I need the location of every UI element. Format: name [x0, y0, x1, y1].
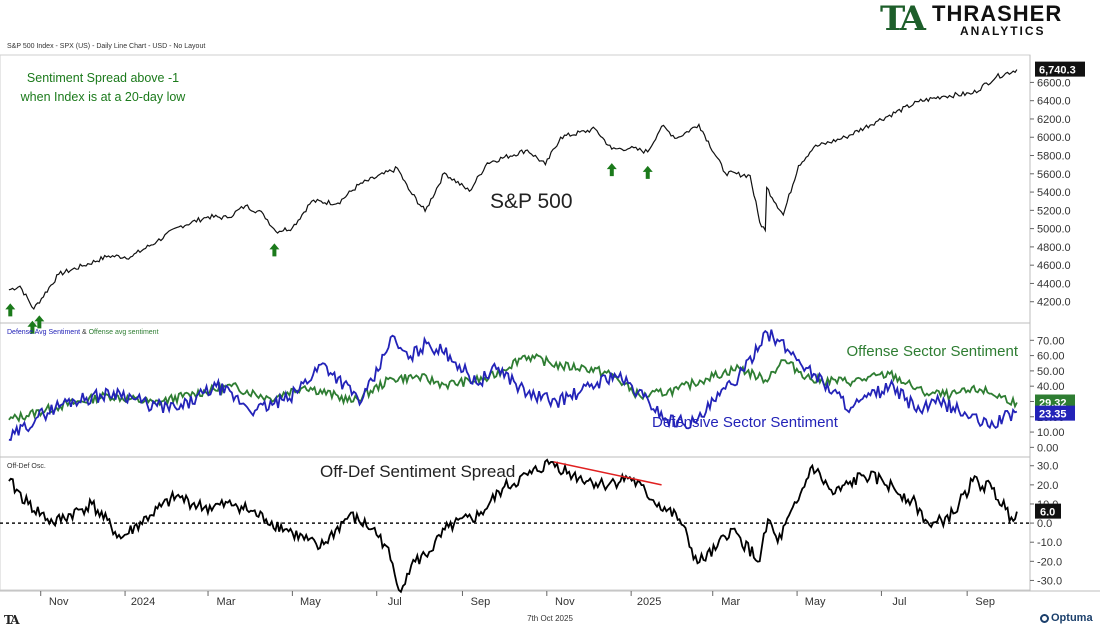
brand-name: THRASHER — [932, 1, 1063, 26]
sentiment-y-tick-label: 60.00 — [1037, 351, 1065, 363]
signal-arrow-icon — [27, 320, 38, 334]
sentiment-legend: Defense Avg Sentiment & Offense avg sent… — [7, 329, 159, 336]
price-y-tick-label: 6000.0 — [1037, 132, 1071, 144]
osc-y-tick-label: -10.0 — [1037, 537, 1062, 549]
x-tick-label: Nov — [49, 596, 69, 608]
price-y-tick-label: 5200.0 — [1037, 205, 1071, 217]
x-tick-label: 2025 — [637, 596, 661, 608]
x-tick-label: 2024 — [131, 596, 155, 608]
price-last-value: 6,740.3 — [1039, 65, 1076, 77]
signal-arrow-icon — [269, 243, 280, 257]
signal-arrow-icon — [34, 315, 45, 329]
x-tick-label: Jul — [892, 596, 906, 608]
price-y-tick-label: 6200.0 — [1037, 114, 1071, 126]
osc-y-tick-label: 30.0 — [1037, 461, 1058, 473]
footer-brand: Optuma — [1051, 612, 1093, 624]
offense-sentiment-line — [8, 353, 1018, 424]
optuma-logo: Optuma — [1040, 612, 1093, 624]
defense-last-value: 23.35 — [1039, 409, 1067, 421]
sp500-line — [8, 69, 1018, 311]
defense-sentiment-line — [8, 329, 1018, 442]
x-tick-label: Nov — [555, 596, 575, 608]
brand-sub: ANALYTICS — [960, 24, 1046, 38]
defense-series-label: Defensive Sector Sentiment — [652, 414, 839, 431]
offense-series-label: Offense Sector Sentiment — [847, 343, 1019, 360]
brand-mark: TA — [880, 0, 926, 39]
signal-arrow-icon — [642, 165, 653, 179]
osc-y-tick-label: -20.0 — [1037, 556, 1062, 568]
price-y-tick-label: 5600.0 — [1037, 169, 1071, 181]
price-y-tick-label: 4200.0 — [1037, 297, 1071, 309]
footer-logo: TA — [4, 613, 20, 627]
x-tick-label: Mar — [217, 596, 236, 608]
x-tick-label: Mar — [721, 596, 740, 608]
legend-offense: Offense avg sentiment — [89, 329, 159, 336]
x-tick-label: Sep — [975, 596, 995, 608]
signal-annotation-line1: Sentiment Spread above -1 — [27, 71, 179, 85]
divergence-trendline — [553, 461, 662, 486]
x-tick-label: May — [805, 596, 826, 608]
signal-annotation-line2: when Index is at a 20-day low — [20, 90, 187, 104]
price-y-tick-label: 4400.0 — [1037, 278, 1071, 290]
brand-logo: TA THRASHER ANALYTICS — [880, 2, 1080, 42]
price-y-tick-label: 5800.0 — [1037, 151, 1071, 163]
price-y-tick-label: 4600.0 — [1037, 260, 1071, 272]
price-y-tick-label: 6400.0 — [1037, 96, 1071, 108]
legend-defense: Defense Avg Sentiment — [7, 329, 82, 336]
osc-last-value-tag — [1035, 503, 1061, 519]
price-y-tick-label: 5000.0 — [1037, 224, 1071, 236]
osc-panel-title: Off-Def Osc. — [7, 463, 46, 470]
price-y-tick-label: 4800.0 — [1037, 242, 1071, 254]
sentiment-y-tick-label: 70.00 — [1037, 335, 1065, 347]
x-tick-label: Jul — [388, 596, 402, 608]
osc-y-tick-label: 20.0 — [1037, 480, 1058, 492]
price-y-tick-label: 6600.0 — [1037, 77, 1071, 89]
price-last-value-tag — [1035, 61, 1085, 77]
spread-series-label: Off-Def Sentiment Spread — [320, 462, 515, 481]
spread-line — [8, 458, 1018, 594]
chart-title: S&P 500 Index - SPX (US) - Daily Line Ch… — [7, 43, 206, 50]
price-y-tick-label: 5400.0 — [1037, 187, 1071, 199]
defense-last-value-tag — [1035, 405, 1075, 421]
x-tick-label: Sep — [471, 596, 491, 608]
signal-arrow-icon — [606, 163, 617, 177]
sentiment-y-tick-label: 10.00 — [1037, 427, 1065, 439]
sentiment-y-tick-label: 50.00 — [1037, 366, 1065, 378]
signal-arrow-icon — [5, 303, 16, 317]
sentiment-y-tick-label: 40.00 — [1037, 381, 1065, 393]
legend-sep: & — [82, 329, 89, 336]
sentiment-y-tick-label: 0.00 — [1037, 442, 1058, 454]
sp500-series-label: S&P 500 — [490, 190, 573, 213]
osc-last-value: 6.0 — [1040, 507, 1055, 519]
optuma-icon — [1040, 614, 1049, 623]
osc-y-tick-label: -30.0 — [1037, 575, 1062, 587]
osc-y-tick-label: 0.0 — [1037, 518, 1052, 530]
footer-date: 7th Oct 2025 — [527, 614, 573, 623]
x-tick-label: May — [300, 596, 321, 608]
